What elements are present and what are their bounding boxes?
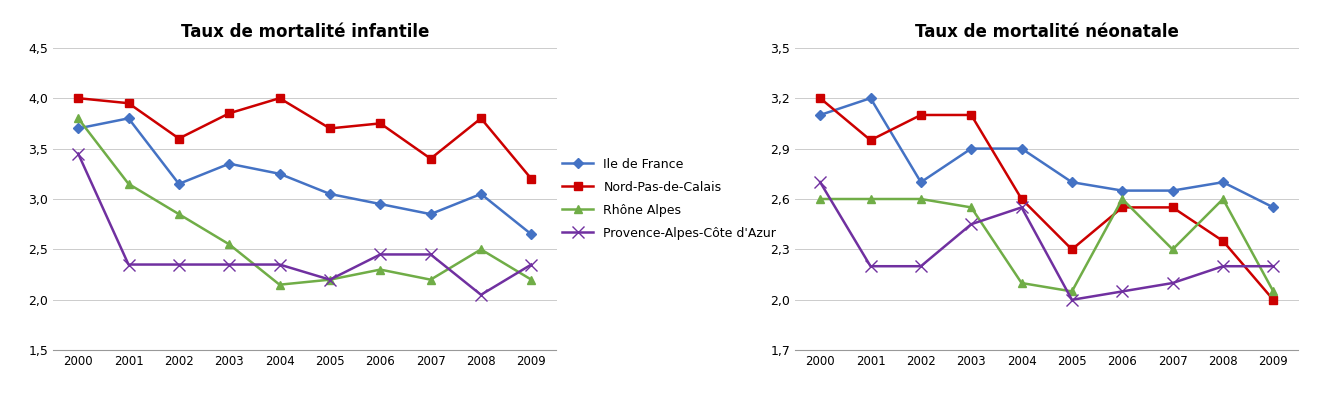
Legend: Ile de France, Nord-Pas-de-Calais, Rhône Alpes, Provence-Alpes-Côte d'Azur: Ile de France, Nord-Pas-de-Calais, Rhône… [556,153,782,245]
Title: Taux de mortalité néonatale: Taux de mortalité néonatale [914,23,1179,41]
Title: Taux de mortalité infantile: Taux de mortalité infantile [180,23,429,41]
